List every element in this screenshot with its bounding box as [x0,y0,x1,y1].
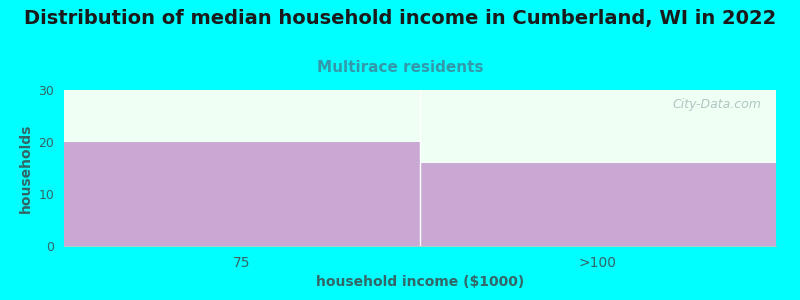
X-axis label: household income ($1000): household income ($1000) [316,275,524,289]
Text: Distribution of median household income in Cumberland, WI in 2022: Distribution of median household income … [24,9,776,28]
Text: Multirace residents: Multirace residents [317,60,483,75]
Y-axis label: households: households [19,123,33,213]
Text: City-Data.com: City-Data.com [673,98,762,111]
